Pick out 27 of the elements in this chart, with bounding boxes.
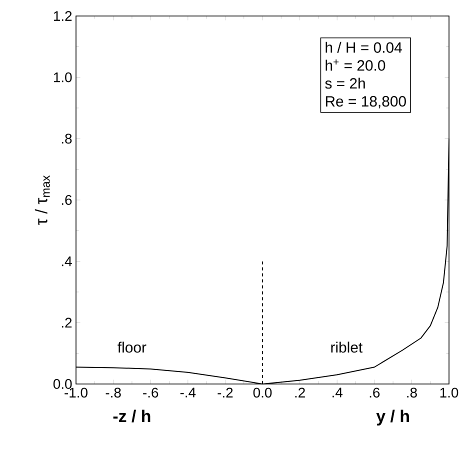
x-tick-label: -.6	[143, 388, 158, 398]
annotation: h / H = 0.04	[326, 42, 402, 53]
y-tick-label: 1.2	[54, 11, 72, 21]
x-tick-label: .2	[295, 388, 305, 398]
annotation: Re = 18,800	[326, 96, 406, 108]
y-tick-label: .2	[62, 318, 72, 328]
annotation: riblet	[331, 342, 363, 353]
y-tick-label: .6	[62, 195, 72, 205]
annotation: floor	[118, 342, 146, 353]
x-axis-title: -z / h	[113, 410, 150, 422]
annotation: h$^{+}$ = 20.0	[326, 59, 386, 71]
y-tick-label: 0.0	[53, 379, 72, 389]
x-tick-label: -1.0	[64, 388, 88, 398]
x-tick-label: 0.0	[253, 388, 272, 398]
y-tick-label: .8	[62, 134, 72, 144]
x-tick-label: 1.0	[440, 388, 458, 398]
x-tick-label: -.8	[106, 388, 121, 398]
x-tick-label: -.4	[180, 388, 196, 398]
y-tick-label: 1.0	[54, 72, 72, 82]
y-axis-title: τ / τ$_{max}$	[34, 175, 50, 225]
x-tick-label: .8	[407, 388, 417, 398]
annotation: s = 2h	[325, 78, 365, 89]
text: y / h	[376, 410, 409, 426]
y-tick-label: .4	[62, 256, 72, 266]
x-tick-label: .6	[370, 388, 380, 398]
x-tick-label: .4	[332, 388, 343, 398]
x-tick-label: -.2	[218, 388, 233, 398]
